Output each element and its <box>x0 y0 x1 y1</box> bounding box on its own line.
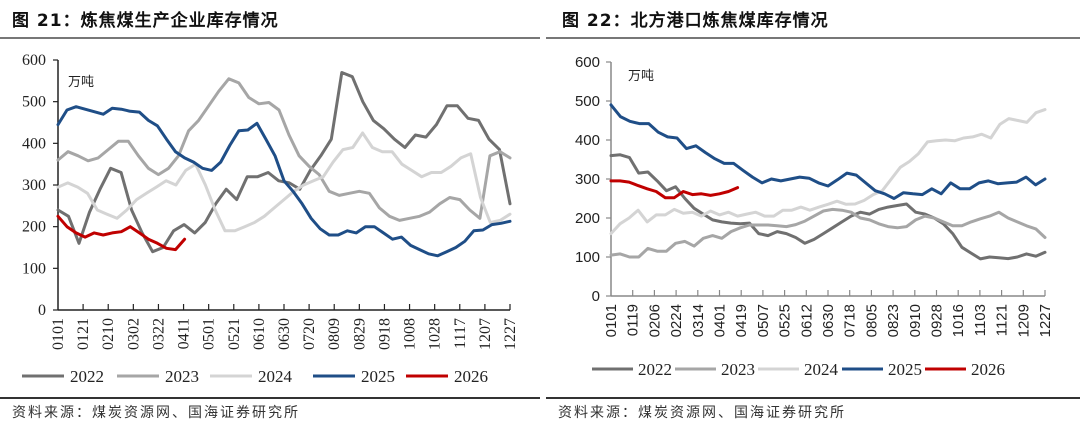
left-figure-title: 图 21：炼焦煤生产企业库存情况 <box>12 11 279 31</box>
left-legend-label: 2026 <box>454 367 488 386</box>
right-x-tick-label: 0823 <box>885 304 902 337</box>
left-y-tick-label: 200 <box>22 219 46 236</box>
right-legend-label: 2022 <box>638 360 672 379</box>
left-legend-label: 2024 <box>258 367 293 386</box>
left-legend-label: 2023 <box>165 367 199 386</box>
left-x-tick-label: 0411 <box>176 318 193 349</box>
left-x-tick-label: 0101 <box>50 318 67 350</box>
right-series-2022 <box>609 153 1047 261</box>
left-bottom-rule <box>0 397 540 399</box>
left-x-tick-label: 0918 <box>376 318 393 350</box>
right-x-tick-label: 1121 <box>994 304 1011 336</box>
left-x-tick-label: 0521 <box>226 318 243 350</box>
right-x-tick-label: 1016 <box>950 304 967 337</box>
left-source-note: 资料来源：煤炭资源网、国海证券研究所 <box>12 405 300 421</box>
left-y-tick-label: 600 <box>22 52 46 69</box>
left-x-tick-label: 0302 <box>125 318 142 350</box>
left-x-tick-label: 1227 <box>502 318 519 350</box>
right-x-tick-label: 0507 <box>755 304 772 337</box>
left-y-tick-label: 300 <box>22 177 46 194</box>
right-y-tick-label: 400 <box>575 132 600 149</box>
right-y-tick-label: 0 <box>592 288 600 305</box>
left-unit-label: 万吨 <box>68 75 94 90</box>
right-x-tick-label: 0612 <box>798 304 815 337</box>
right-x-tick-label: 0224 <box>668 304 685 337</box>
right-y-tick-label: 500 <box>575 93 600 110</box>
left-x-tick-label: 1028 <box>427 318 444 350</box>
left-y-tick-label: 0 <box>38 302 46 319</box>
left-x-tick-label: 0610 <box>251 318 268 350</box>
left-y-tick-label: 400 <box>22 135 46 152</box>
left-x-tick-label: 0210 <box>100 318 117 350</box>
right-figure-title: 图 22：北方港口炼焦煤库存情况 <box>562 11 829 31</box>
right-legend-label: 2025 <box>888 360 922 379</box>
right-x-tick-label: 0718 <box>842 304 859 337</box>
left-x-tick-label: 0322 <box>150 318 167 350</box>
right-series-2025 <box>609 103 1047 200</box>
right-x-tick-label: 0805 <box>863 304 880 337</box>
left-legend-label: 2025 <box>361 367 395 386</box>
right-x-tick-label: 0401 <box>712 304 729 337</box>
left-x-tick-label: 0121 <box>75 318 92 350</box>
right-legend-label: 2026 <box>971 360 1005 379</box>
right-x-tick-label: 0910 <box>907 304 924 337</box>
left-title-rule <box>0 37 540 39</box>
left-legend-label: 2022 <box>70 367 104 386</box>
right-x-tick-label: 0419 <box>733 304 750 337</box>
right-x-tick-label: 0314 <box>690 304 707 337</box>
right-series-2024 <box>609 108 1047 236</box>
left-x-tick-label: 0809 <box>326 318 343 350</box>
right-unit-label: 万吨 <box>628 69 654 84</box>
right-x-tick-label: 0630 <box>820 304 837 337</box>
left-x-tick-label: 0720 <box>301 318 318 350</box>
left-x-tick-label: 1008 <box>402 318 419 350</box>
right-x-tick-label: 0525 <box>777 304 794 337</box>
left-x-tick-label: 0829 <box>351 318 368 350</box>
right-title-rule <box>546 37 1080 39</box>
right-x-tick-label: 1227 <box>1037 304 1054 337</box>
left-series-2023 <box>56 77 512 222</box>
left-x-tick-label: 0501 <box>201 318 218 350</box>
right-x-tick-label: 0101 <box>603 304 620 337</box>
left-y-tick-label: 500 <box>22 94 46 111</box>
left-series-2022 <box>56 71 512 254</box>
left-x-tick-label: 1117 <box>452 318 469 349</box>
right-y-tick-label: 200 <box>575 210 600 227</box>
left-x-tick-label: 0630 <box>276 318 293 350</box>
left-series-2026 <box>56 214 187 252</box>
left-series-2024 <box>56 131 512 233</box>
right-series-2026 <box>609 179 740 200</box>
right-x-tick-label: 0119 <box>625 304 642 336</box>
right-x-tick-label: 0928 <box>929 304 946 337</box>
right-bottom-rule <box>546 397 1080 399</box>
left-series-2025 <box>56 105 512 258</box>
right-x-tick-label: 1209 <box>1015 304 1032 337</box>
left-x-tick-label: 1207 <box>477 318 494 350</box>
right-legend-label: 2023 <box>721 360 755 379</box>
right-y-tick-label: 300 <box>575 171 600 188</box>
right-x-tick-label: 1103 <box>972 304 989 336</box>
right-y-tick-label: 100 <box>575 249 600 266</box>
right-legend-label: 2024 <box>804 360 839 379</box>
right-series-2023 <box>609 207 1047 259</box>
right-x-tick-label: 0206 <box>646 304 663 337</box>
right-y-tick-label: 600 <box>575 54 600 71</box>
right-source-note: 资料来源：煤炭资源网、国海证券研究所 <box>558 405 846 421</box>
left-y-tick-label: 100 <box>22 260 46 277</box>
